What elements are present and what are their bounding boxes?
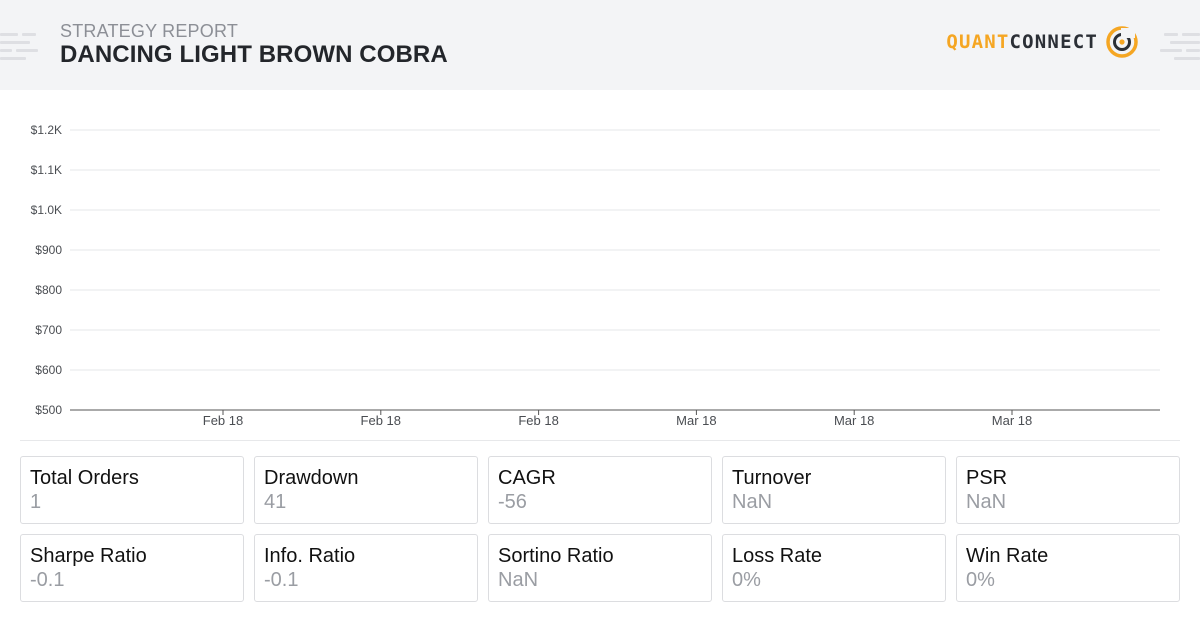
stat-value: 41 (264, 491, 287, 513)
stat-label: Info. Ratio (264, 545, 356, 567)
stat-value: -0.1 (30, 569, 65, 591)
x-tick-label: Feb 18 (518, 413, 558, 428)
x-tick-label: Mar 18 (992, 413, 1032, 428)
x-tick-label: Feb 18 (203, 413, 243, 428)
x-tick-label: Mar 18 (834, 413, 874, 428)
header-decoration-left (0, 57, 26, 60)
stat-card-total-orders: Total Orders 1 (20, 456, 244, 524)
stat-card-loss-rate: Loss Rate 0% (722, 534, 946, 602)
header-decoration-right (1164, 33, 1178, 36)
header-decoration-left (16, 49, 38, 52)
stat-label: Win Rate (966, 545, 1049, 567)
stat-card-info-ratio: Info. Ratio -0.1 (254, 534, 478, 602)
logo-text-quant: QUANT (946, 31, 1010, 53)
header-decoration-right (1160, 49, 1182, 52)
stat-value: NaN (732, 491, 773, 513)
stat-value: NaN (966, 491, 1007, 513)
y-tick-label: $500 (35, 403, 62, 417)
header-decoration-left (22, 33, 36, 36)
stat-card-psr: PSR NaN (956, 456, 1180, 524)
y-tick-label: $600 (35, 363, 62, 377)
strategy-title: DANCING LIGHT BROWN COBRA (60, 41, 448, 68)
header-decoration-left (0, 33, 18, 36)
header-decoration-right (1174, 57, 1200, 60)
report-header: STRATEGY REPORT DANCING LIGHT BROWN COBR… (0, 0, 1200, 90)
quantconnect-logo-icon (1106, 26, 1138, 58)
stat-label: Sortino Ratio (498, 545, 614, 567)
header-decoration-left (0, 41, 30, 44)
stat-label: Sharpe Ratio (30, 545, 147, 567)
report-subtitle: STRATEGY REPORT (60, 21, 239, 41)
stat-value: NaN (498, 569, 539, 591)
stat-label: Turnover (732, 467, 812, 489)
stat-card-cagr: CAGR -56 (488, 456, 712, 524)
stat-card-sortino-ratio: Sortino Ratio NaN (488, 534, 712, 602)
header-decoration-right (1186, 49, 1200, 52)
stat-value: -0.1 (264, 569, 299, 591)
stat-card-sharpe-ratio: Sharpe Ratio -0.1 (20, 534, 244, 602)
header-decoration-right (1170, 41, 1200, 44)
y-tick-label: $800 (35, 283, 62, 297)
y-tick-label: $900 (35, 243, 62, 257)
header-decoration-left (0, 49, 12, 52)
stat-card-drawdown: Drawdown 41 (254, 456, 478, 524)
stat-label: Drawdown (264, 467, 359, 489)
x-tick-label: Mar 18 (676, 413, 716, 428)
x-tick-label: Feb 18 (361, 413, 401, 428)
stat-label: Total Orders (30, 467, 139, 489)
y-tick-label: $1.1K (31, 163, 62, 177)
quantconnect-logo: QUANT CONNECT (946, 24, 1140, 60)
equity-chart-svg: $1.2K $1.1K $1.0K $900 $800 $700 $600 $500 Feb 1… (31, 123, 1160, 428)
stat-value: 1 (30, 491, 42, 513)
stat-card-turnover: Turnover NaN (722, 456, 946, 524)
y-tick-label: $700 (35, 323, 62, 337)
header-decoration-right (1182, 33, 1200, 36)
y-tick-label: $1.0K (31, 203, 62, 217)
stat-value: 0% (966, 569, 995, 591)
stat-label: PSR (966, 467, 1008, 489)
logo-text-connect: CONNECT (1009, 31, 1098, 53)
section-divider (20, 440, 1180, 441)
y-tick-label: $1.2K (31, 123, 62, 137)
stat-value: -56 (498, 491, 527, 513)
stat-value: 0% (732, 569, 761, 591)
stat-card-win-rate: Win Rate 0% (956, 534, 1180, 602)
equity-chart: $1.2K $1.1K $1.0K $900 $800 $700 $600 $500 Feb 1… (0, 90, 1200, 440)
stat-label: CAGR (498, 467, 556, 489)
stat-label: Loss Rate (732, 545, 823, 567)
